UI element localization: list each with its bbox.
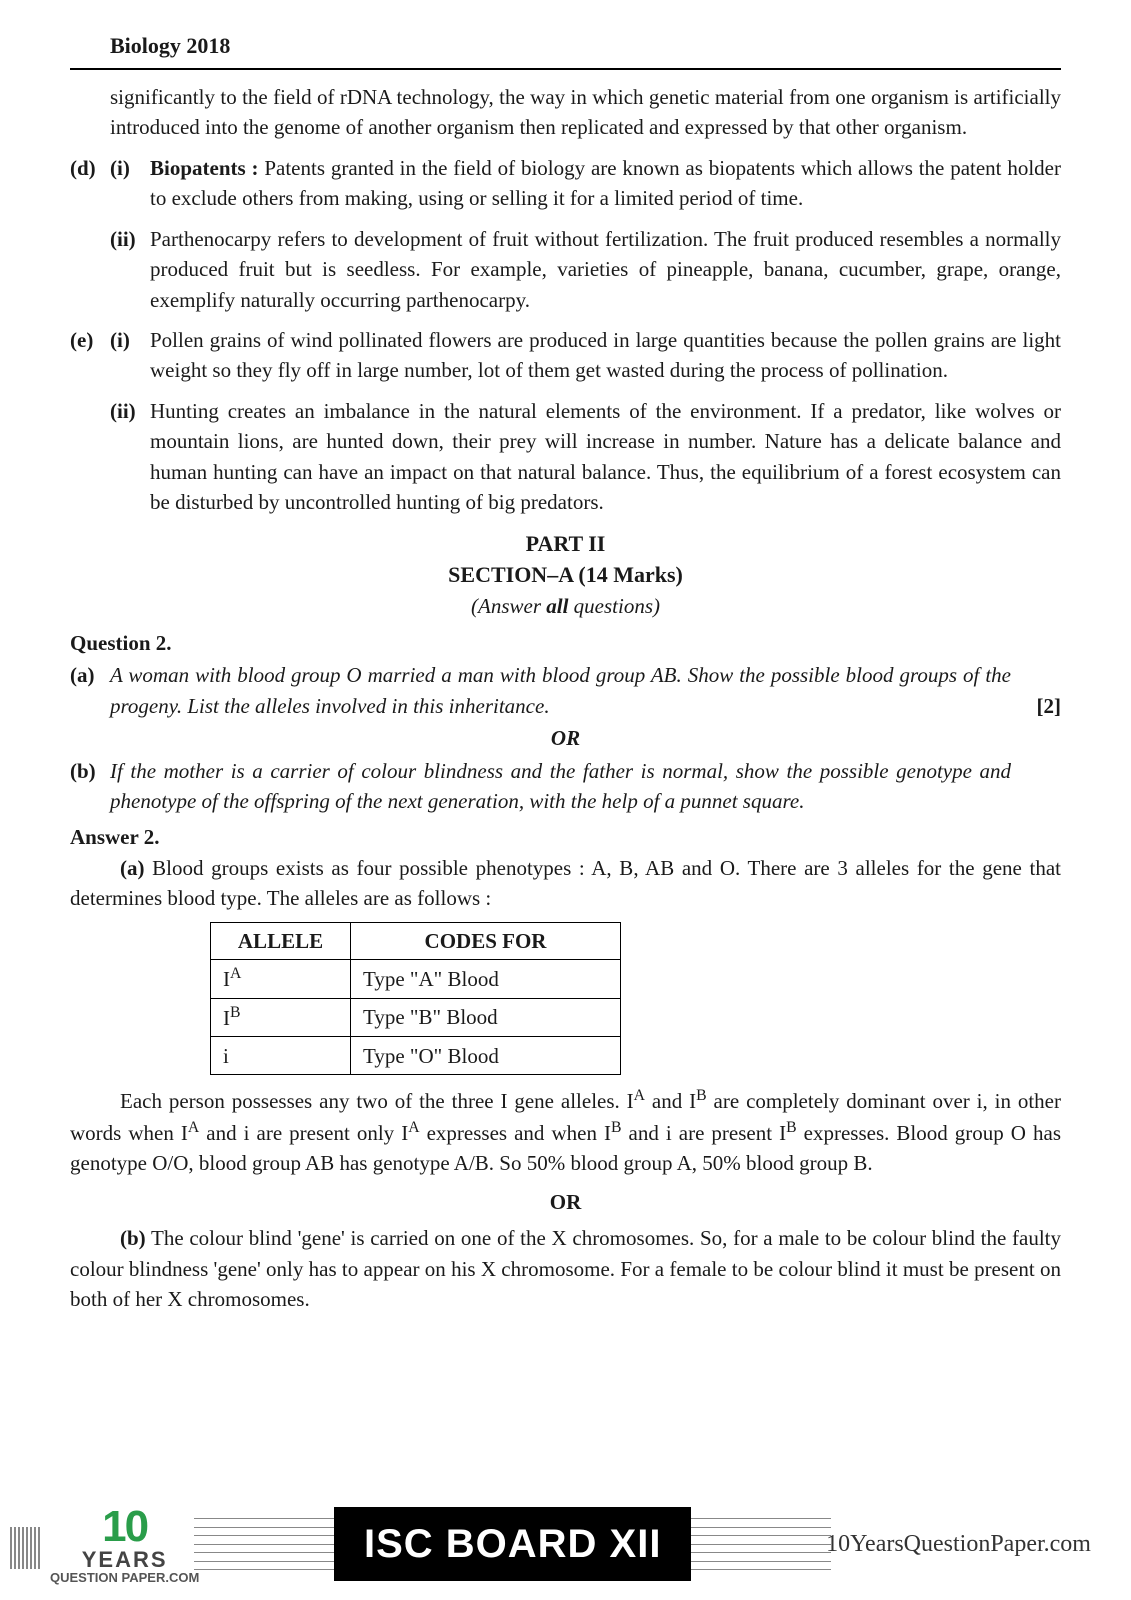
instr-post: questions) <box>568 594 660 618</box>
supA2: A <box>188 1119 199 1136</box>
t2: and I <box>645 1089 696 1113</box>
instr-bold: all <box>546 594 568 618</box>
ans2-a-text: Blood groups exists as four possible phe… <box>70 856 1061 910</box>
q2-a: (a) A woman with blood group O married a… <box>70 660 1061 721</box>
section-heading: SECTION–A (14 Marks) <box>70 559 1061 591</box>
ans2-or: OR <box>70 1187 1061 1217</box>
label-d-ii: (ii) <box>110 224 150 315</box>
label-e-ii: (ii) <box>110 396 150 518</box>
t6: and i are present I <box>622 1121 787 1145</box>
allele-base: i <box>223 1044 229 1068</box>
ans2-para2: Each person possesses any two of the thr… <box>70 1085 1061 1178</box>
item-e-i: (e) (i) Pollen grains of wind pollinated… <box>70 325 1061 386</box>
text-d-i: Patents granted in the field of biology … <box>150 156 1061 210</box>
ans2-a-para: (a) Blood groups exists as four possible… <box>70 853 1061 914</box>
content-e-ii: Hunting creates an imbalance in the natu… <box>150 396 1061 518</box>
ans2-a-label: (a) <box>120 856 145 880</box>
cell-allele: IA <box>211 960 351 998</box>
table-row: IA Type "A" Blood <box>211 960 621 998</box>
t1: Each person possesses any two of the thr… <box>120 1089 634 1113</box>
allele-sup: A <box>230 965 241 982</box>
tenyears-logo: 10 YEARS QUESTION PAPER.COM <box>50 1505 199 1584</box>
question-2-title: Question 2. <box>70 628 1061 658</box>
q2-b-text: If the mother is a carrier of colour bli… <box>110 756 1061 817</box>
q2-a-label: (a) <box>70 660 110 721</box>
supB3: B <box>786 1119 797 1136</box>
logo-10: 10 <box>50 1505 199 1549</box>
supA3: A <box>408 1119 419 1136</box>
footer-site: 10YearsQuestionPaper.com <box>826 1527 1091 1562</box>
cell-code: Type "B" Blood <box>351 998 621 1036</box>
isc-badge: ISC BOARD XII <box>334 1507 691 1581</box>
logo-qp: QUESTION PAPER.COM <box>50 1571 199 1584</box>
label-e: (e) <box>70 325 110 386</box>
content-d-ii: Parthenocarpy refers to development of f… <box>150 224 1061 315</box>
label-d: (d) <box>70 153 110 214</box>
footer-left: 10 YEARS QUESTION PAPER.COM <box>10 1505 199 1584</box>
q2-b: (b) If the mother is a carrier of colour… <box>70 756 1061 817</box>
content-d-i: Biopatents : Patents granted in the fiel… <box>150 153 1061 214</box>
q2-a-body: A woman with blood group O married a man… <box>110 663 1011 717</box>
supA1: A <box>634 1087 645 1104</box>
ans2-b-label: (b) <box>120 1226 146 1250</box>
ans2-b-para: (b) The colour blind 'gene' is carried o… <box>70 1223 1061 1314</box>
q2-a-text: A woman with blood group O married a man… <box>110 660 1061 721</box>
cell-code: Type "A" Blood <box>351 960 621 998</box>
t5: expresses and when I <box>420 1121 611 1145</box>
footer-center: ISC BOARD XII <box>334 1510 691 1578</box>
item-e-ii: (ii) Hunting creates an imbalance in the… <box>110 396 1061 518</box>
q2-a-marks: [2] <box>1037 691 1062 721</box>
q2-b-label: (b) <box>70 756 110 817</box>
supB1: B <box>696 1087 707 1104</box>
cell-allele: IB <box>211 998 351 1036</box>
allele-base: I <box>223 1006 230 1030</box>
cell-code: Type "O" Blood <box>351 1037 621 1075</box>
cell-allele: i <box>211 1037 351 1075</box>
header-rule <box>70 68 1061 70</box>
allele-sup: B <box>230 1004 241 1021</box>
item-d-i: (d) (i) Biopatents : Patents granted in … <box>70 153 1061 214</box>
th-codes: CODES FOR <box>351 922 621 959</box>
t4: and i are present only I <box>199 1121 408 1145</box>
intro-paragraph: significantly to the field of rDNA techn… <box>110 82 1061 143</box>
allele-table: ALLELE CODES FOR IA Type "A" Blood IB Ty… <box>210 922 621 1076</box>
content-e-i: Pollen grains of wind pollinated flowers… <box>150 325 1061 386</box>
table-header-row: ALLELE CODES FOR <box>211 922 621 959</box>
answer-2-title: Answer 2. <box>70 822 1061 852</box>
instr-pre: (Answer <box>471 594 546 618</box>
part-heading: PART II <box>70 528 1061 560</box>
page-header: Biology 2018 <box>110 30 1061 62</box>
label-d-i: (i) <box>110 153 150 214</box>
item-d-ii: (ii) Parthenocarpy refers to development… <box>110 224 1061 315</box>
th-allele: ALLELE <box>211 922 351 959</box>
page-footer: 10 YEARS QUESTION PAPER.COM ISC BOARD XI… <box>0 1504 1131 1584</box>
allele-base: I <box>223 967 230 991</box>
term-biopatents: Biopatents : <box>150 156 259 180</box>
barcode-icon <box>10 1519 40 1569</box>
section-instruction: (Answer all questions) <box>70 591 1061 621</box>
table-row: IB Type "B" Blood <box>211 998 621 1036</box>
table-row: i Type "O" Blood <box>211 1037 621 1075</box>
q2-or: OR <box>70 723 1061 753</box>
label-e-i: (i) <box>110 325 150 386</box>
supB2: B <box>611 1119 622 1136</box>
ans2-b-text: The colour blind 'gene' is carried on on… <box>70 1226 1061 1311</box>
logo-years: YEARS <box>50 1549 199 1571</box>
